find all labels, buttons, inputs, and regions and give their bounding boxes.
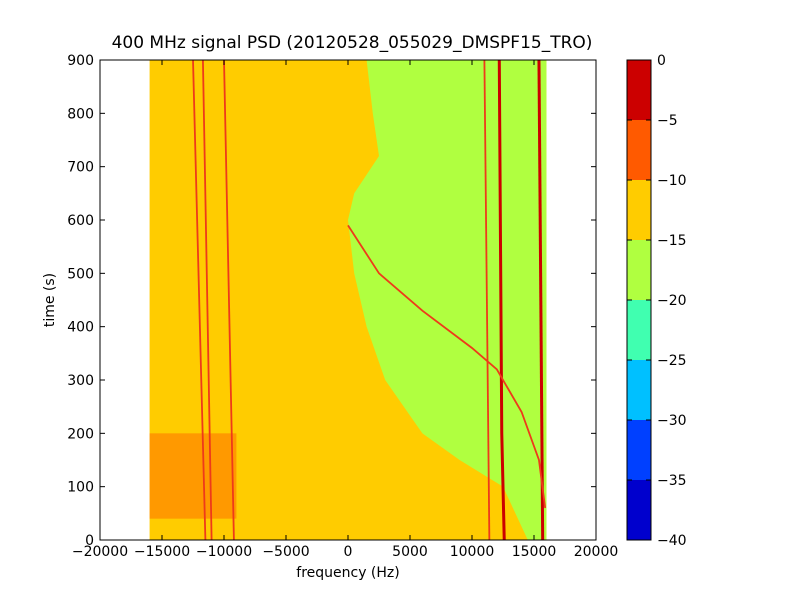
- signal-line-7: [347, 224, 547, 509]
- colorbar-segment: [627, 300, 651, 360]
- colorbar-tick-label: −20: [657, 293, 687, 309]
- colorbar-segment: [627, 480, 651, 540]
- colorbar-segment: [627, 420, 651, 480]
- heatmap-low-power-region: [348, 60, 547, 540]
- colorbar-tick-label: −35: [657, 473, 687, 489]
- signal-line-5: [497, 59, 506, 541]
- colorbar-segment: [627, 120, 651, 180]
- signal-line-2: [202, 59, 213, 541]
- x-tick-label: 5000: [392, 544, 428, 560]
- y-tick-label: 900: [67, 53, 94, 69]
- colorbar-tick-label: 0: [657, 53, 666, 69]
- colorbar-tick-label: −30: [657, 413, 687, 429]
- x-tick-label: −15000: [134, 544, 190, 560]
- colorbar-segment: [627, 180, 651, 240]
- y-axis: 0 100 200 300 400 500 600 700 800 900: [67, 53, 596, 549]
- plot-area: −20000 −15000 −10000 −5000 0 5000 10000 15000 20…: [67, 53, 618, 560]
- colorbar-tick-label: −10: [657, 173, 687, 189]
- colorbar-segment: [627, 240, 651, 300]
- y-tick-label: 800: [67, 106, 94, 122]
- colorbar-segment: [627, 60, 651, 120]
- x-axis-label: frequency (Hz): [296, 565, 399, 581]
- colorbar-tick-label: −5: [657, 113, 678, 129]
- signal-line-4: [483, 59, 491, 541]
- x-tick-label: −10000: [196, 544, 252, 560]
- chart-title: 400 MHz signal PSD (20120528_055029_DMSP…: [112, 33, 593, 53]
- x-tick-label: 20000: [574, 544, 619, 560]
- y-tick-label: 400: [67, 320, 94, 336]
- y-tick-label: 700: [67, 160, 94, 176]
- signal-line-3: [223, 59, 235, 541]
- y-axis-label: time (s): [42, 273, 58, 327]
- signal-line-6: [537, 59, 545, 541]
- y-tick-label: 500: [67, 266, 94, 282]
- y-tick-label: 0: [85, 533, 94, 549]
- heatmap-layer: [149, 60, 547, 540]
- signal-lines: [192, 59, 547, 541]
- y-tick-label: 200: [67, 426, 94, 442]
- colorbar-tick-label: −25: [657, 353, 687, 369]
- y-tick-label: 100: [67, 480, 94, 496]
- heatmap-high-power-patch: [149, 433, 237, 519]
- x-tick-label: 0: [344, 544, 353, 560]
- x-tick-label: −5000: [262, 544, 309, 560]
- x-tick-label: 10000: [450, 544, 495, 560]
- colorbar-segment: [627, 360, 651, 420]
- x-axis: −20000 −15000 −10000 −5000 0 5000 10000 15000 20…: [72, 60, 618, 560]
- colorbar-tick-label: −40: [657, 533, 687, 549]
- colorbar-tick-label: −15: [657, 233, 687, 249]
- y-tick-label: 300: [67, 373, 94, 389]
- y-tick-label: 600: [67, 213, 94, 229]
- x-tick-label: −20000: [72, 544, 128, 560]
- colorbar: −40 −35 −30 −25 −20 −15 −10 −5 0: [626, 53, 687, 549]
- x-tick-label: 15000: [512, 544, 557, 560]
- signal-line-1: [192, 59, 207, 541]
